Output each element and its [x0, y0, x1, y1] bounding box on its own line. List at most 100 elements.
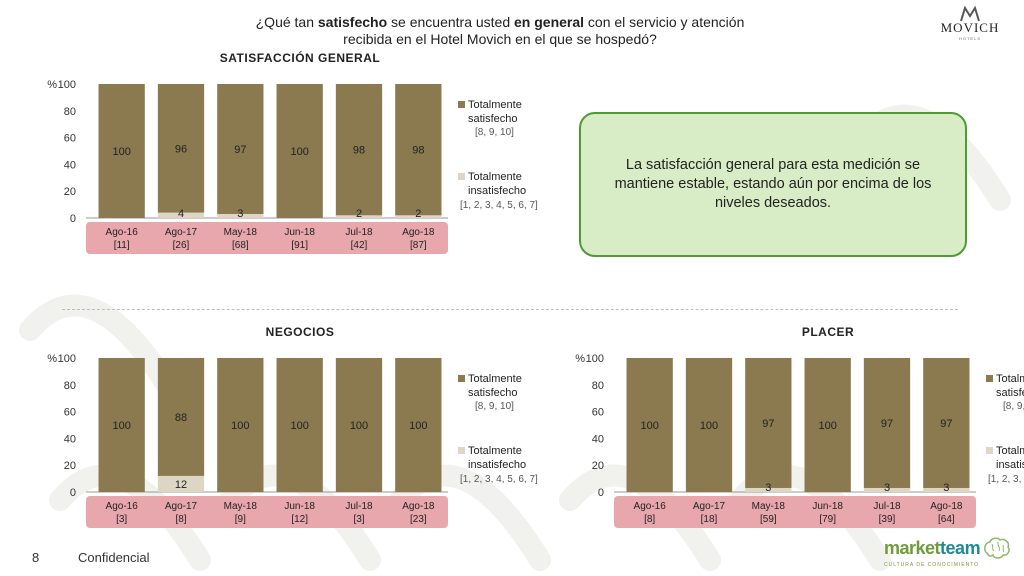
category-band: [614, 496, 976, 528]
legend-label-satisfecho-2: satisfecho: [468, 387, 518, 399]
legend-codes-insatisfecho: [1, 2, 3, 4, 5, 6, 7]: [460, 200, 538, 211]
x-tick-label: Jun-18: [284, 227, 315, 238]
base-label: [59]: [760, 514, 777, 525]
x-tick-label: Ago-18: [930, 501, 963, 512]
bar-satisfecho: [217, 84, 264, 214]
legend-codes-satisfecho: [8, 9, 10]: [475, 401, 514, 412]
legend-label-satisfecho-2: satisfecho: [468, 113, 518, 125]
bar-insatisfecho: [395, 215, 442, 218]
base-label: [26]: [173, 240, 190, 251]
base-label: [39]: [879, 514, 896, 525]
legend-label-satisfecho: Totalmente: [996, 373, 1024, 385]
bar-satisfecho: [923, 358, 970, 488]
x-tick-label: Ago-18: [402, 227, 435, 238]
bar-label-satisfecho: 96: [175, 143, 187, 155]
bar-insatisfecho: [335, 215, 383, 218]
survey-question: ¿Qué tan satisfecho se encuentra usted e…: [230, 14, 770, 48]
bar-label-satisfecho: 100: [112, 146, 130, 158]
y-tick-label: 100: [58, 79, 76, 91]
x-tick-label: Ago-17: [165, 501, 198, 512]
y-unit-label: %: [47, 79, 57, 91]
chart-negocios: NEGOCIOS 0 20 40 60 80 100% 100 Ago-16 [3] 88 12 Ago…: [40, 318, 538, 530]
bar-satisfecho: [745, 358, 792, 488]
category-band: [86, 496, 448, 528]
x-tick-label: Ago-16: [634, 501, 667, 512]
x-tick-label: May-18: [224, 227, 258, 238]
marketteam-logo: marketteam CULTURA DE CONOCIMIENTO: [884, 534, 1016, 574]
marketteam-logo-name: marketteam: [884, 538, 981, 559]
base-label: [87]: [410, 240, 427, 251]
bar-insatisfecho: [157, 475, 205, 492]
bar-label-insatisfecho: 12: [175, 479, 187, 491]
x-tick-label: May-18: [752, 501, 786, 512]
legend-label-insatisfecho: Totalmente: [468, 445, 522, 457]
legend-swatch-satisfecho: [458, 101, 465, 108]
bar-satisfecho: [98, 358, 145, 492]
bar-label-insatisfecho: 2: [415, 208, 421, 220]
question-part: ¿Qué tan: [255, 14, 318, 30]
marketteam-name-part2: team: [940, 538, 981, 558]
bar-satisfecho: [395, 84, 442, 216]
legend-label-insatisfecho: Totalmente: [996, 445, 1024, 457]
x-tick-label: Jun-18: [284, 501, 315, 512]
bar-insatisfecho: [863, 487, 911, 492]
legend-label-insatisfecho-2: insatisfecho: [996, 459, 1024, 471]
bar-satisfecho: [804, 358, 851, 492]
base-label: [23]: [410, 514, 427, 525]
bar-label-satisfecho: 100: [290, 420, 308, 432]
x-tick-label: Ago-16: [106, 501, 139, 512]
movich-logo: MOVICH HOTELS: [934, 6, 1006, 46]
insight-callout: La satisfacción general para esta medici…: [579, 112, 967, 257]
y-tick-label: 20: [64, 186, 76, 198]
brain-icon: [984, 537, 1010, 559]
base-label: [91]: [291, 240, 308, 251]
x-tick-label: Jul-18: [873, 501, 901, 512]
bar-insatisfecho: [923, 487, 970, 492]
marketteam-tagline: CULTURA DE CONOCIMIENTO: [884, 562, 980, 568]
y-tick-label: 60: [64, 133, 76, 145]
legend-swatch-insatisfecho: [458, 447, 465, 454]
movich-logo-subtitle: HOTELS: [958, 36, 981, 41]
bar-insatisfecho: [745, 487, 792, 492]
legend-swatch-satisfecho: [458, 375, 465, 382]
x-tick-label: Ago-17: [693, 501, 726, 512]
bar-insatisfecho: [217, 213, 264, 218]
bar-label-satisfecho: 100: [818, 420, 836, 432]
base-label: [3]: [353, 514, 364, 525]
section-divider: [62, 309, 958, 310]
bar-label-satisfecho: 98: [353, 145, 365, 157]
bar-label-insatisfecho: 3: [943, 482, 949, 494]
bar-satisfecho: [157, 84, 205, 213]
y-tick-label: 100: [586, 353, 604, 365]
bar-label-satisfecho: 100: [350, 420, 368, 432]
bar-satisfecho: [335, 358, 383, 492]
x-tick-label: Ago-16: [106, 227, 139, 238]
bar-label-satisfecho: 100: [290, 146, 308, 158]
bar-satisfecho: [157, 358, 205, 476]
bar-label-satisfecho: 88: [175, 412, 187, 424]
y-tick-label: 40: [64, 159, 76, 171]
y-tick-label: 0: [70, 213, 76, 225]
legend-label-satisfecho: Totalmente: [468, 99, 522, 111]
x-tick-label: Ago-17: [165, 227, 198, 238]
bar-label-insatisfecho: 3: [237, 208, 243, 220]
bar-satisfecho: [217, 358, 264, 492]
y-tick-label: 100: [58, 353, 76, 365]
y-tick-label: 60: [64, 407, 76, 419]
legend-label-satisfecho-2: satisfecho: [996, 387, 1024, 399]
base-label: [9]: [235, 514, 246, 525]
legend-codes-insatisfecho: [1, 2, 3, 4, 5, 6, 7]: [460, 474, 538, 485]
bar-satisfecho: [335, 84, 383, 216]
bar-label-insatisfecho: 3: [884, 482, 890, 494]
chart-svg: PLACER020406080100%100Ago-16[8]100Ago-17…: [575, 325, 1024, 528]
legend-swatch-satisfecho: [986, 375, 993, 382]
y-tick-label: 80: [64, 380, 76, 392]
legend-swatch-insatisfecho: [986, 447, 993, 454]
y-tick-label: 60: [592, 407, 604, 419]
bar-label-satisfecho: 97: [762, 418, 774, 430]
bar-label-satisfecho: 100: [231, 420, 249, 432]
base-label: [3]: [116, 514, 127, 525]
question-part: con el servicio y atención recibida en e…: [343, 14, 745, 47]
chart-svg: NEGOCIOS020406080100%100Ago-16[3]8812Ago…: [47, 325, 538, 528]
bar-label-satisfecho: 97: [940, 418, 952, 430]
